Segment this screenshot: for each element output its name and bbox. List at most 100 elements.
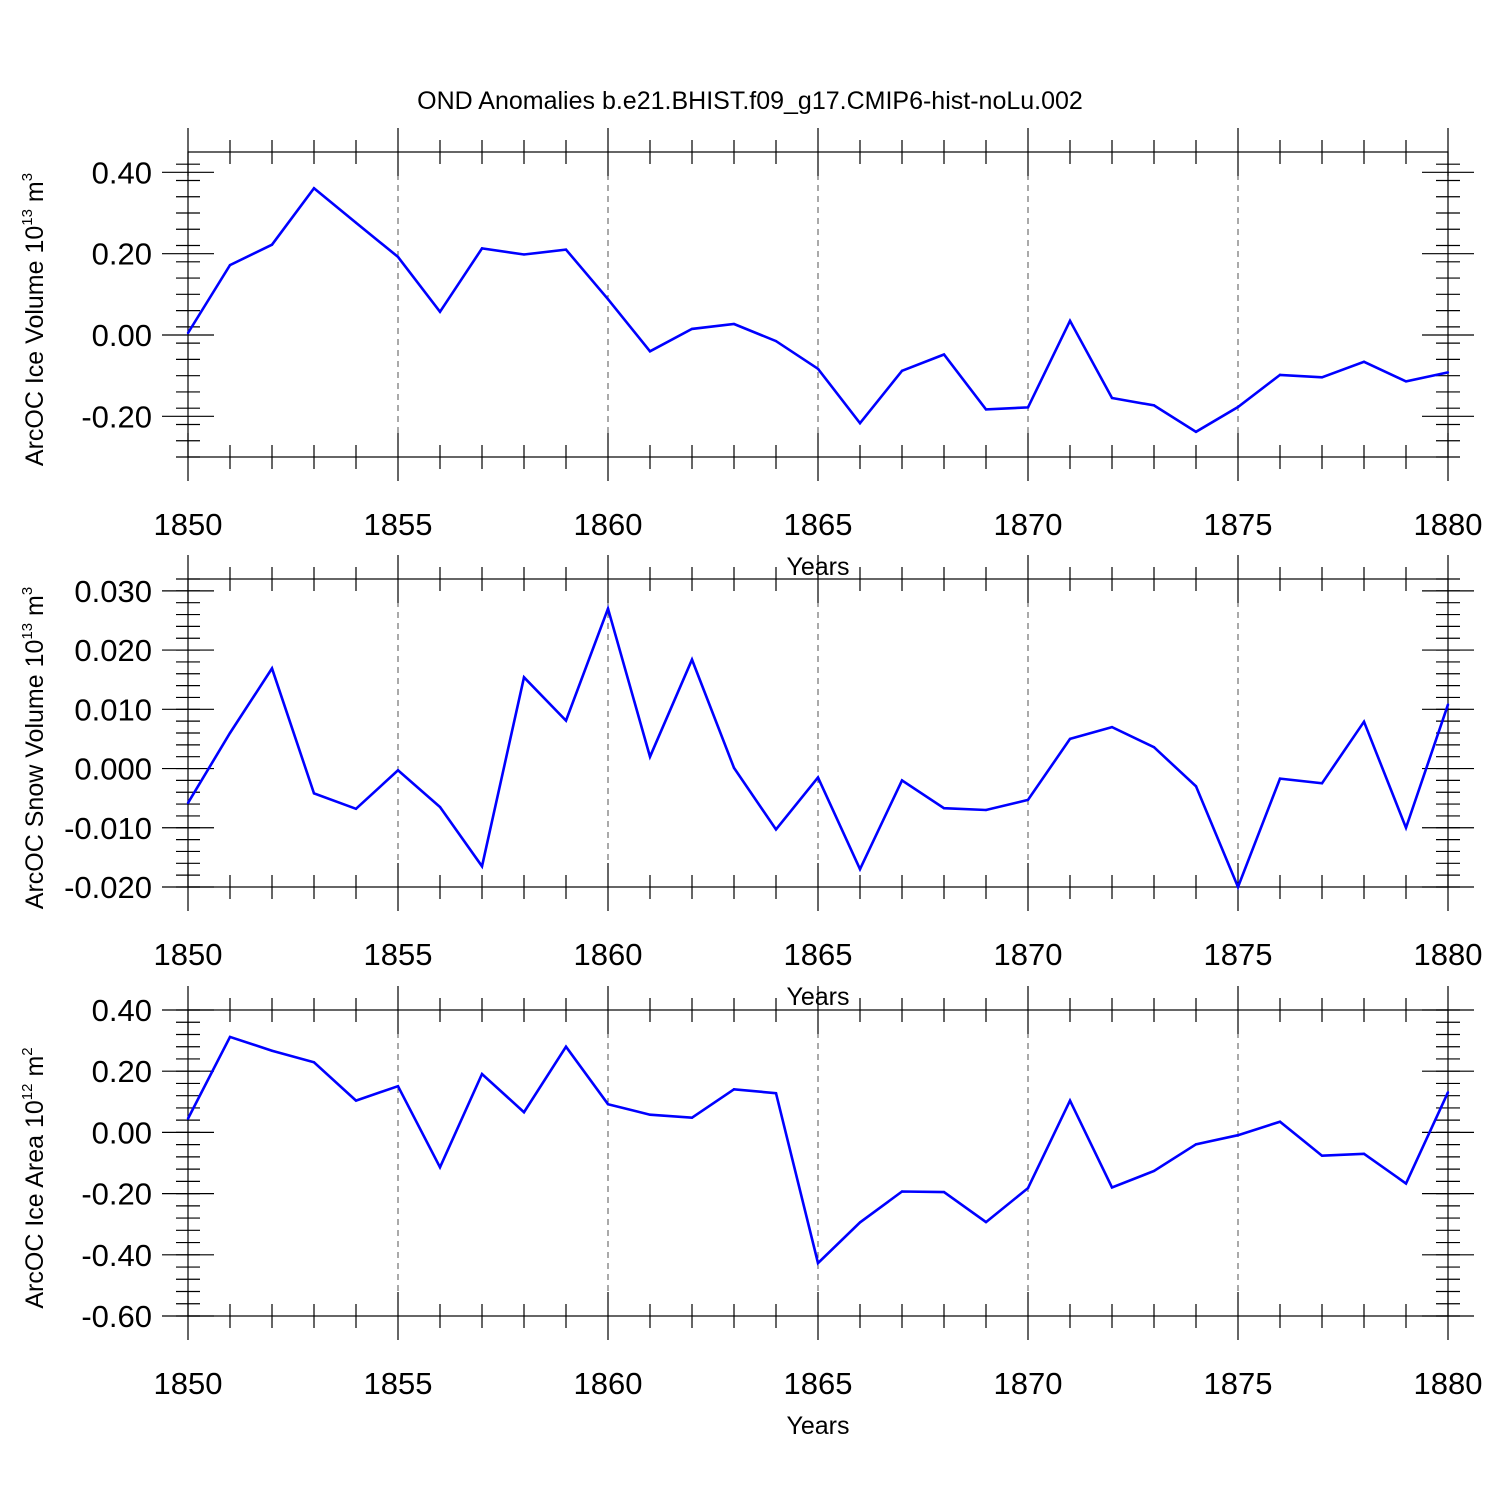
data-point (354, 221, 358, 224)
data-point (606, 607, 610, 610)
y-tick-label: 0.20 (92, 1054, 152, 1089)
x-tick-label: 1870 (994, 1366, 1063, 1401)
x-axis-label: Years (786, 1412, 849, 1440)
data-point (186, 1117, 190, 1120)
y-tick-label: -0.010 (64, 811, 152, 846)
data-point (1026, 1186, 1030, 1190)
y-tick-label: 0.20 (92, 237, 152, 272)
y-axis-label-exponent: 13 (19, 209, 36, 226)
x-tick-label: 1855 (364, 1366, 433, 1401)
data-point (1404, 826, 1408, 829)
data-point (1446, 1091, 1450, 1094)
data-point (312, 186, 316, 190)
data-point (354, 1099, 358, 1102)
data-point (816, 776, 820, 779)
data-point (984, 808, 988, 812)
data-point (564, 248, 568, 251)
x-tick-label: 1865 (784, 937, 853, 972)
data-point (1152, 1169, 1156, 1173)
data-point (270, 1049, 274, 1052)
data-point (1026, 406, 1030, 409)
data-point (438, 310, 442, 314)
y-tick-label: -0.020 (64, 870, 152, 905)
data-point (1152, 746, 1156, 749)
data-point (270, 667, 274, 670)
data-point (564, 719, 568, 722)
x-tick-label: 1865 (784, 507, 853, 542)
data-point (858, 868, 862, 871)
y-axis-label-text: ArcOC Snow Volume 10 (21, 640, 49, 910)
y-tick-label: -0.20 (81, 399, 152, 434)
data-point (396, 769, 400, 772)
y-axis-label-unit: m (21, 1056, 49, 1084)
data-point (1068, 737, 1072, 741)
y-tick-label: -0.20 (81, 1177, 152, 1212)
data-point (942, 807, 946, 810)
x-tick-label: 1880 (1414, 507, 1483, 542)
data-point (480, 247, 484, 250)
data-point (648, 1113, 652, 1116)
y-axis-label-exponent: 13 (19, 623, 36, 640)
data-point (480, 1072, 484, 1076)
data-point (1320, 376, 1324, 379)
data-point (774, 1092, 778, 1095)
data-point (312, 792, 316, 795)
data-point (732, 766, 736, 770)
data-point (1194, 1143, 1198, 1146)
data-point (1446, 371, 1450, 374)
data-point (732, 322, 736, 326)
y-axis-label: ArcOC Ice Volume 1013 m3 (19, 173, 49, 466)
data-point (1236, 405, 1240, 409)
data-point (900, 1190, 904, 1193)
data-point (648, 755, 652, 758)
data-point (1194, 785, 1198, 788)
data-point (1362, 360, 1366, 364)
x-tick-label: 1850 (154, 1366, 223, 1401)
y-axis-label-text: ArcOC Ice Volume 10 (21, 226, 49, 466)
data-point (690, 327, 694, 331)
data-point (438, 1166, 442, 1169)
data-point (1278, 777, 1282, 780)
figure-title: OND Anomalies b.e21.BHIST.f09_g17.CMIP6-… (417, 87, 1083, 115)
data-point (1236, 885, 1240, 889)
y-tick-label: 0.40 (92, 993, 152, 1028)
data-point (900, 369, 904, 372)
data-point (1320, 782, 1324, 785)
y-axis-label: ArcOC Snow Volume 1013 m3 (19, 587, 49, 909)
data-point (774, 828, 778, 831)
data-point (690, 658, 694, 661)
x-tick-label: 1865 (784, 1366, 853, 1401)
x-tick-label: 1860 (574, 507, 643, 542)
data-point (186, 331, 190, 335)
data-point (900, 779, 904, 782)
panel-ice-area: 1850 1855 1860 1865 1870 1875 1880 Years -0.60 -0… (19, 986, 1482, 1440)
data-point (1068, 1099, 1072, 1102)
data-point (312, 1061, 316, 1064)
data-point (522, 676, 526, 679)
y-tick-label: 0.010 (74, 692, 152, 727)
y-axis-label-unit-exponent: 3 (19, 587, 36, 595)
x-tick-label: 1875 (1204, 507, 1273, 542)
data-point (1152, 404, 1156, 407)
panel-snow-volume: 1850 1855 1860 1865 1870 1875 1880Years-0.020-… (19, 555, 1482, 1011)
x-tick-label: 1880 (1414, 1366, 1483, 1401)
data-point (1320, 1154, 1324, 1157)
y-tick-label: 0.000 (74, 752, 152, 787)
x-tick-label: 1875 (1204, 1366, 1273, 1401)
data-point (984, 408, 988, 411)
data-point (858, 1221, 862, 1224)
x-tick-label: 1860 (574, 1366, 643, 1401)
y-tick-label: 0.40 (92, 155, 152, 190)
data-point (984, 1220, 988, 1224)
data-point (816, 367, 820, 370)
data-point (1278, 373, 1282, 377)
data-point (1404, 1182, 1408, 1185)
data-point (480, 865, 484, 868)
y-axis-label-text: ArcOC Ice Area 10 (21, 1100, 49, 1308)
y-axis-label-unit: m (21, 595, 49, 623)
data-point (648, 350, 652, 353)
data-point (606, 1103, 610, 1106)
x-tick-label: 1880 (1414, 937, 1483, 972)
data-point (1446, 703, 1450, 706)
